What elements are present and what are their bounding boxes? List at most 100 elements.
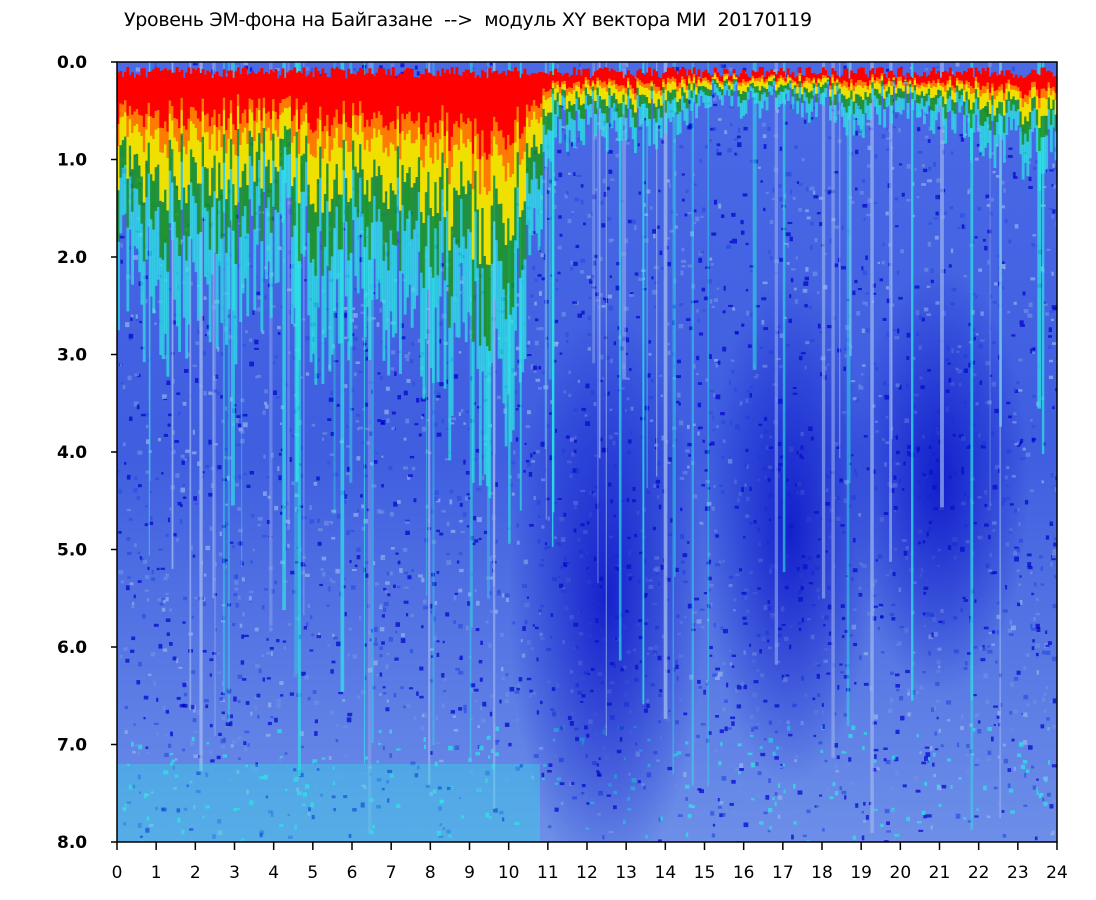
heatmap-cell <box>513 390 517 394</box>
heatmap-cell <box>369 797 374 802</box>
heatmap-cell <box>418 433 422 437</box>
heatmap-cell <box>687 424 690 430</box>
heatmap-cell <box>849 781 854 786</box>
heatmap-cell <box>768 778 772 783</box>
heatmap-cell <box>415 817 420 822</box>
heatmap-cell <box>234 71 238 131</box>
heatmap-cell <box>300 376 303 379</box>
heatmap-cell <box>757 771 762 776</box>
heatmap-cell <box>204 334 208 337</box>
heatmap-cell <box>227 118 231 139</box>
heatmap-cell <box>227 227 231 310</box>
heatmap-cell <box>927 760 930 763</box>
heatmap-cell <box>342 113 346 140</box>
heatmap-cell <box>691 300 695 304</box>
heatmap-cell <box>992 170 996 174</box>
heatmap-cell <box>501 667 504 672</box>
heatmap-cell <box>241 216 245 294</box>
heatmap-cell <box>135 109 139 125</box>
heatmap-cell <box>974 157 979 161</box>
heatmap-cell <box>180 109 184 134</box>
heatmap-cell <box>609 275 612 278</box>
heatmap-cell <box>459 519 463 523</box>
heatmap-cell <box>269 647 274 650</box>
heatmap-cell <box>494 370 498 374</box>
heatmap-cell <box>629 292 634 295</box>
heatmap-cell <box>168 743 172 748</box>
heatmap-cell <box>151 577 155 581</box>
heatmap-cell <box>284 752 288 755</box>
heatmap-cell <box>145 470 149 474</box>
heatmap-cell <box>935 748 939 751</box>
heatmap-cell <box>389 122 393 143</box>
heatmap-cell <box>933 752 936 757</box>
heatmap-cell <box>328 756 332 760</box>
heatmap-cell <box>345 425 349 428</box>
heatmap-cell <box>862 270 868 276</box>
heatmap-cell <box>403 390 408 396</box>
heatmap-cell <box>206 70 210 114</box>
heatmap-cell <box>304 242 309 247</box>
heatmap-cell <box>277 325 281 330</box>
heatmap-cell <box>308 807 311 812</box>
heatmap-cell <box>416 691 419 696</box>
heatmap-cell <box>839 786 842 791</box>
heatmap-cell <box>446 69 449 113</box>
heatmap-cell <box>443 136 447 164</box>
heatmap-cell <box>949 206 954 210</box>
heatmap-cell <box>445 361 451 364</box>
heatmap-cell <box>305 336 311 341</box>
heatmap-cell <box>237 595 241 600</box>
heatmap-cell <box>195 502 199 505</box>
heatmap-cell <box>197 461 202 466</box>
heatmap-cell <box>400 71 405 76</box>
heatmap-cell <box>703 296 708 301</box>
heatmap-cell <box>349 128 353 152</box>
heatmap-cell <box>415 77 419 121</box>
heatmap-cell <box>418 574 423 578</box>
heatmap-cell <box>176 808 181 813</box>
heatmap-cell <box>513 371 517 376</box>
heatmap-cell <box>479 677 483 682</box>
heatmap-cell <box>253 120 257 142</box>
heatmap-stripe <box>605 62 607 736</box>
heatmap-cell <box>681 259 686 263</box>
heatmap-cell <box>959 133 964 137</box>
heatmap-cell <box>333 636 338 640</box>
heatmap-cell <box>199 142 203 184</box>
heatmap-cell <box>391 121 395 145</box>
heatmap-cell <box>219 697 223 702</box>
heatmap-cell <box>262 97 266 108</box>
heatmap-cell <box>139 556 142 560</box>
heatmap-cell <box>1043 709 1047 713</box>
heatmap-cell <box>274 69 278 112</box>
heatmap-cell <box>278 246 282 250</box>
heatmap-cell <box>131 636 136 641</box>
heatmap-cell <box>642 288 647 291</box>
heatmap-cell <box>145 424 149 429</box>
heatmap-cell <box>698 332 704 336</box>
heatmap-cell <box>272 110 275 134</box>
heatmap-cell <box>145 197 149 260</box>
heatmap-cell <box>558 215 562 219</box>
heatmap-cell <box>138 114 142 132</box>
heatmap-cell <box>221 681 224 686</box>
heatmap-cell <box>302 105 306 122</box>
heatmap-cell <box>165 573 169 578</box>
heatmap-cell <box>787 172 792 177</box>
heatmap-cell <box>882 242 885 246</box>
heatmap-cell <box>416 71 420 76</box>
heatmap-cell <box>227 314 231 318</box>
heatmap-cell <box>164 242 167 334</box>
heatmap-cell <box>718 203 722 209</box>
heatmap-stripe <box>469 62 472 757</box>
heatmap-cell <box>383 587 387 591</box>
heatmap-cell <box>291 434 295 438</box>
heatmap-cell <box>403 547 408 552</box>
heatmap-cell <box>1035 652 1039 657</box>
heatmap-cell <box>239 74 243 124</box>
heatmap-cell <box>218 114 221 131</box>
heatmap-cell <box>303 279 307 282</box>
heatmap-cell <box>229 139 233 169</box>
heatmap-cell <box>257 296 262 300</box>
